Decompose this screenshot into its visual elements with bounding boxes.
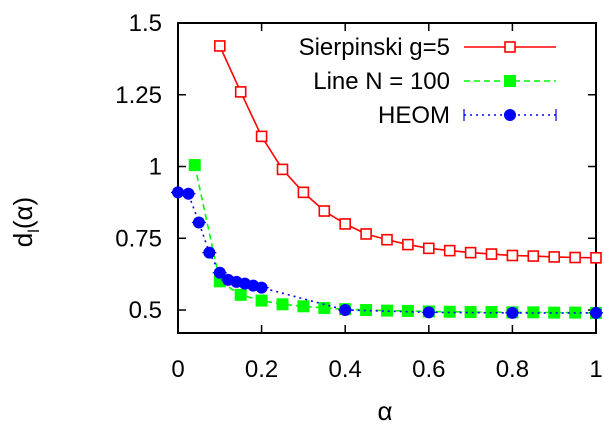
- y-axis-label-subscript: l: [26, 229, 43, 233]
- legend: Sierpinski g=5 Line N = 100 HEOM: [299, 34, 557, 129]
- data-point: [401, 304, 414, 317]
- data-point: [506, 249, 519, 262]
- data-point: [402, 238, 414, 251]
- data-point: [192, 216, 205, 229]
- data-point: [506, 306, 519, 319]
- data-point: [339, 218, 352, 230]
- data-point: [234, 288, 247, 301]
- y-tick-label: 1.25: [115, 82, 162, 109]
- x-tick-label: 0.8: [496, 356, 529, 383]
- data-point: [255, 294, 268, 307]
- legend-label: Line N = 100: [313, 68, 450, 95]
- data-point: [203, 246, 216, 259]
- data-point: [214, 40, 226, 52]
- y-axis-ticks: 0.5 0.75 1 1.25 1.5: [115, 10, 596, 324]
- data-point: [422, 242, 435, 255]
- data-point: [548, 306, 561, 319]
- data-point: [381, 233, 393, 246]
- legend-marker: [504, 41, 516, 53]
- y-tick-label: 1: [149, 154, 162, 181]
- legend-label: HEOM: [378, 102, 450, 129]
- series-1: [188, 159, 602, 319]
- series-group: [171, 40, 603, 319]
- data-point: [255, 281, 268, 294]
- x-tick-label: 0.2: [245, 356, 278, 383]
- data-point: [339, 304, 352, 317]
- data-point: [182, 187, 195, 200]
- data-point: [297, 186, 310, 199]
- x-tick-label: 0.6: [412, 356, 445, 383]
- y-axis-label-suffix: (α): [8, 197, 38, 229]
- data-point: [255, 130, 268, 143]
- data-point: [234, 86, 247, 98]
- x-tick-label: 0: [171, 356, 184, 383]
- x-axis-label: α: [377, 396, 392, 426]
- data-point: [548, 251, 561, 263]
- y-tick-label: 0.5: [129, 297, 162, 324]
- data-point: [464, 306, 477, 319]
- data-point: [527, 250, 540, 262]
- data-point: [360, 228, 372, 240]
- data-point: [569, 251, 581, 264]
- x-axis-ticks: 0 0.2 0.4 0.6 0.8 1: [171, 23, 603, 383]
- data-point: [464, 246, 477, 259]
- legend-label: Sierpinski g=5: [299, 34, 450, 61]
- data-point: [276, 298, 289, 311]
- data-point: [213, 266, 226, 279]
- x-tick-label: 0.4: [329, 356, 362, 383]
- y-axis-label: dl(α): [8, 197, 43, 247]
- data-point: [422, 306, 435, 319]
- data-point: [318, 302, 331, 315]
- plot-border: [177, 22, 597, 334]
- plot-frame: [177, 22, 597, 334]
- data-point: [381, 304, 393, 317]
- data-point: [318, 205, 331, 217]
- y-tick-label: 0.75: [115, 225, 162, 252]
- y-tick-label: 1.5: [129, 10, 162, 37]
- data-point: [485, 248, 498, 260]
- data-point: [590, 251, 602, 264]
- data-point: [443, 244, 456, 257]
- data-point: [172, 186, 184, 199]
- data-point: [276, 163, 289, 176]
- svg-text:dl(α): dl(α): [8, 197, 43, 247]
- x-tick-label: 1: [589, 356, 602, 383]
- series-0: [214, 40, 602, 264]
- data-point: [188, 159, 201, 172]
- legend-marker: [504, 109, 516, 121]
- y-axis-label-main: d: [8, 233, 38, 247]
- series-2: [171, 186, 603, 319]
- data-point: [297, 300, 310, 313]
- data-point: [590, 306, 602, 319]
- legend-marker: [504, 75, 516, 87]
